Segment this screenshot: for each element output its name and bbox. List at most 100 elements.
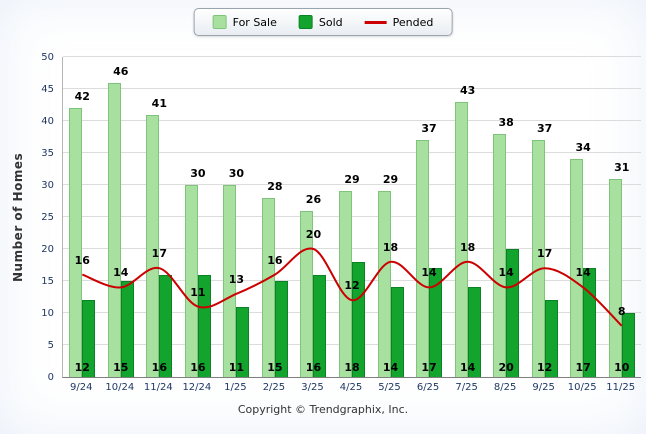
y-tick-label: 40 [41, 116, 54, 127]
pended-value-label: 14 [113, 266, 129, 280]
sold-value-label: 20 [498, 361, 514, 374]
gridline [63, 248, 641, 249]
pended-value-label: 16 [267, 253, 283, 267]
gridline [63, 88, 641, 89]
x-tick-label: 5/25 [378, 382, 401, 393]
pended-value-label: 12 [344, 279, 360, 293]
bar-for-sale [223, 185, 237, 377]
x-tick-label: 7/25 [455, 382, 478, 393]
for-sale-value-label: 29 [382, 173, 399, 187]
bar-sold [236, 306, 250, 377]
sold-value-label: 12 [537, 361, 553, 374]
bar-for-sale [261, 197, 275, 377]
bar-sold [82, 300, 96, 377]
y-tick-label: 15 [41, 276, 54, 287]
pended-line [81, 247, 623, 327]
bar-for-sale [454, 101, 468, 377]
bar-for-sale [377, 191, 391, 377]
x-tick-label: 1/25 [224, 382, 247, 393]
plot-area: 42 12 16 46 15 14 41 16 17 30 16 11 30 11 13 28 15 16 26 16… [62, 56, 641, 378]
x-tick-label: 11/24 [143, 382, 173, 393]
bar-for-sale [339, 191, 352, 377]
x-tick-label: 10/24 [105, 382, 135, 393]
y-tick-label: 25 [41, 212, 54, 223]
for-sale-value-label: 42 [74, 90, 90, 104]
legend-label-sold: Sold [318, 15, 343, 29]
for-sale-value-label: 37 [537, 122, 553, 136]
sold-value-label: 15 [267, 361, 283, 374]
pended-value-label: 11 [190, 285, 206, 299]
bar-sold [352, 261, 365, 377]
pended-value-label: 18 [459, 240, 476, 254]
pended-value-label: 17 [151, 247, 167, 261]
gridline [63, 216, 641, 217]
for-sale-value-label: 46 [113, 64, 129, 78]
bar-for-sale [608, 178, 622, 377]
sold-value-label: 16 [190, 361, 206, 374]
bar-for-sale [107, 82, 121, 377]
gridline [63, 184, 641, 185]
gridline [63, 120, 641, 121]
pended-value-label: 8 [617, 304, 626, 318]
bar-sold [621, 313, 635, 377]
copyright-text: Copyright © Trendgraphix, Inc. [237, 403, 409, 416]
bar-for-sale [570, 159, 584, 377]
y-axis-ticks: 0 5 10 15 20 25 30 35 40 45 50 [30, 52, 58, 383]
bar-sold [197, 274, 211, 377]
x-tick-label: 2/25 [262, 382, 286, 393]
x-tick-label: 11/25 [606, 382, 636, 393]
legend-box: For Sale Sold Pended [193, 8, 453, 36]
for-sale-value-label: 28 [267, 179, 283, 193]
x-tick-label: 9/24 [70, 382, 93, 393]
sold-value-label: 14 [459, 361, 476, 374]
pended-value-label: 13 [228, 272, 245, 286]
bar-sold [506, 249, 520, 377]
y-tick-label: 35 [41, 148, 54, 159]
sold-value-label: 17 [575, 361, 591, 374]
gridline [63, 152, 641, 153]
sold-value-label: 15 [113, 361, 129, 374]
legend-label-for-sale: For Sale [232, 15, 277, 29]
sold-value-label: 12 [74, 361, 90, 374]
bar-sold [390, 287, 404, 377]
y-tick-label: 5 [47, 340, 54, 351]
y-tick-label: 45 [41, 84, 54, 95]
bar-for-sale [416, 140, 430, 377]
x-axis-ticks: 9/24 10/24 11/24 12/24 1/25 2/25 3/25 4/25 5/25 6… [62, 380, 640, 396]
pended-value-label: 18 [382, 240, 399, 254]
x-tick-label: 8/25 [493, 382, 517, 393]
sold-value-label: 10 [614, 361, 630, 374]
pended-value-label: 17 [537, 247, 553, 261]
legend-item-sold: Sold [298, 15, 343, 29]
pended-value-label: 20 [305, 228, 322, 241]
x-tick-label: 10/25 [567, 382, 597, 393]
for-sale-value-label: 30 [228, 167, 245, 180]
bar-for-sale [146, 114, 160, 377]
for-sale-value-label: 41 [151, 96, 167, 110]
bar-sold [544, 300, 558, 377]
for-sale-value-label: 30 [190, 167, 206, 180]
y-tick-label: 50 [41, 52, 54, 63]
bar-for-sale [493, 133, 507, 377]
for-sale-value-label: 26 [305, 192, 322, 206]
gridline [63, 56, 641, 57]
for-sale-swatch-icon [212, 15, 227, 29]
bar-sold [159, 274, 173, 377]
for-sale-value-label: 31 [614, 160, 630, 174]
y-tick-label: 30 [41, 180, 54, 191]
for-sale-value-label: 38 [498, 115, 514, 129]
y-tick-label: 10 [41, 308, 54, 319]
for-sale-value-label: 37 [421, 122, 437, 136]
bar-for-sale [184, 185, 198, 377]
y-tick-label: 20 [41, 244, 54, 255]
bar-for-sale [531, 140, 545, 377]
sold-value-label: 11 [228, 361, 245, 374]
sold-value-label: 16 [151, 361, 167, 374]
bar-sold [467, 287, 481, 377]
legend-label-pended: Pended [392, 15, 434, 29]
pended-value-label: 14 [498, 266, 514, 280]
pended-value-label: 16 [74, 253, 90, 267]
bar-sold [429, 268, 443, 377]
for-sale-value-label: 43 [459, 83, 476, 97]
